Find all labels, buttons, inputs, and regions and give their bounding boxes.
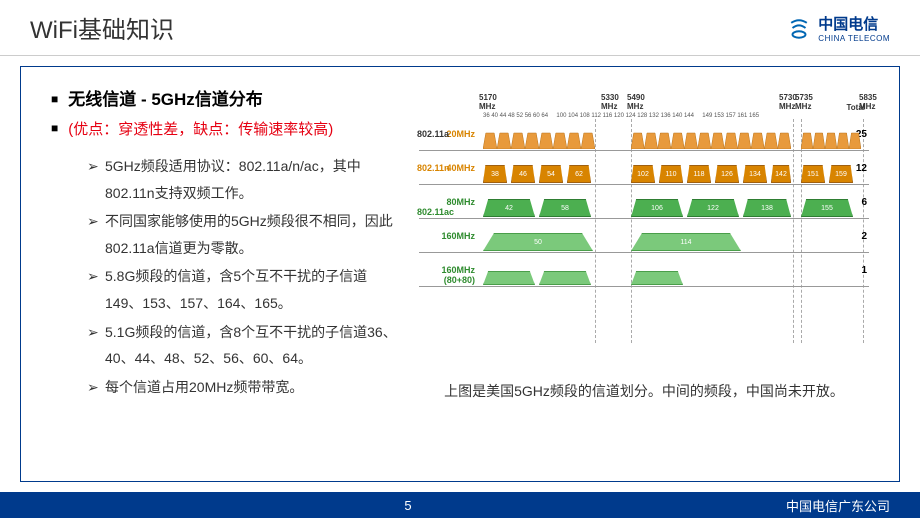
page-title: WiFi基础知识 [30, 10, 786, 45]
footer: 5 中国电信广东公司 [0, 492, 920, 518]
bullet-list: 5GHz频段适用协议：802.11a/n/ac，其中802.11n支持双频工作。… [87, 153, 399, 400]
page-number: 5 [30, 498, 786, 513]
logo: 中国电信 CHINA TELECOM [786, 13, 890, 43]
bullet-item: 5.1G频段的信道，含8个互不干扰的子信道36、40、44、48、52、56、6… [87, 319, 399, 372]
bullet-item: 5.8G频段的信道，含5个互不干扰的子信道149、153、157、164、165… [87, 263, 399, 316]
logo-subtext: CHINA TELECOM [818, 34, 890, 43]
logo-text: 中国电信 [818, 13, 890, 34]
bullet-item: 5GHz频段适用协议：802.11a/n/ac，其中802.11n支持双频工作。 [87, 153, 399, 206]
subtitle: 无线信道 - 5GHz信道分布 [51, 85, 399, 110]
right-column: 5170 MHz5330 MHz5490 MHz5730 MHz5735 MHz… [419, 85, 869, 471]
bullet-item: 每个信道占用20MHz频带带宽。 [87, 374, 399, 401]
bullet-item: 不同国家能够使用的5GHz频段很不相同，因此802.11a信道更为零散。 [87, 208, 399, 261]
telecom-logo-icon [786, 15, 812, 41]
main-content: 无线信道 - 5GHz信道分布 (优点：穿透性差，缺点：传输速率较高) 5GHz… [20, 66, 900, 482]
note-text: (优点：穿透性差，缺点：传输速率较高) [77, 118, 399, 139]
left-column: 无线信道 - 5GHz信道分布 (优点：穿透性差，缺点：传输速率较高) 5GHz… [51, 85, 399, 471]
channel-chart: 5170 MHz5330 MHz5490 MHz5730 MHz5735 MHz… [419, 93, 869, 363]
footer-company: 中国电信广东公司 [786, 496, 890, 515]
header: WiFi基础知识 中国电信 CHINA TELECOM [0, 0, 920, 56]
chart-caption: 上图是美国5GHz频段的信道划分。中间的频段，中国尚未开放。 [444, 381, 844, 401]
